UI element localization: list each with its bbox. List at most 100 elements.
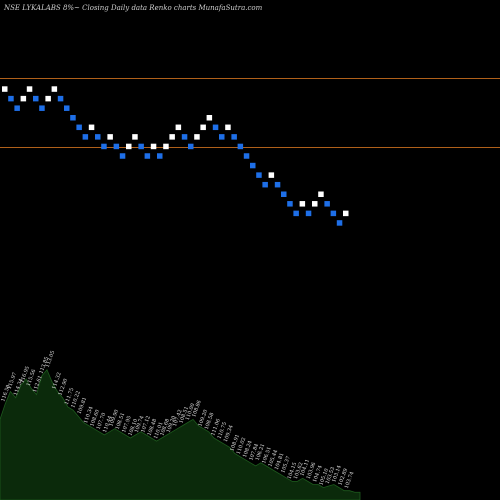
volume-value-label: 112.90 <box>58 378 70 396</box>
renko-brick-down <box>188 143 194 150</box>
renko-brick-up <box>312 201 318 207</box>
renko-brick-down <box>14 105 20 111</box>
renko-brick-up <box>132 134 138 140</box>
volume-value-label: 104.15 <box>287 462 299 480</box>
volume-value-label: 107.12 <box>140 415 152 433</box>
volume-value-label: 113.85 <box>38 356 50 374</box>
volume-value-label: 108.91 <box>229 434 241 452</box>
renko-brick-up <box>318 191 324 197</box>
renko-brick-down <box>336 220 343 226</box>
volume-value-label: 105.37 <box>280 455 292 473</box>
volume-value-label: 108.24 <box>242 440 254 458</box>
volume-value-label: 110.44 <box>102 415 114 433</box>
volume-value-label: 113.05 <box>45 350 57 368</box>
volume-value-label: 106.21 <box>255 443 267 461</box>
volume-value-label: 109.34 <box>223 424 235 442</box>
renko-brick-up <box>88 124 95 131</box>
renko-brick-down <box>33 95 39 102</box>
volume-value-label: 107.95 <box>121 415 133 433</box>
renko-brick-down <box>330 210 337 217</box>
volume-value-label: 106.51 <box>261 446 273 464</box>
renko-brick-down <box>82 134 89 140</box>
volume-value-label: 108.86 <box>191 400 203 418</box>
volume-value-label: 103.96 <box>306 462 318 480</box>
volume-value-label: 105.44 <box>268 449 280 467</box>
volume-value-label: 115.56 <box>26 369 38 387</box>
renko-brick-down <box>250 162 256 169</box>
volume-value-label: 103.14 <box>331 465 343 483</box>
renko-brick-down <box>281 191 287 197</box>
volume-area <box>0 369 361 500</box>
renko-brick-up <box>51 86 58 92</box>
volume-area-path <box>0 369 361 500</box>
volume-value-label: 107.84 <box>248 443 260 461</box>
renko-brick-up <box>107 134 113 140</box>
renko-brick-down <box>274 181 281 188</box>
volume-value-label: 108.68 <box>159 418 171 436</box>
volume-value-label: 104.11 <box>299 458 311 476</box>
volume-value-label: 105.10 <box>318 468 330 486</box>
volume-value-label: 110.22 <box>70 390 82 408</box>
chart-title: NSE LYKALABS 8%~ Closing Daily data Renk… <box>3 4 263 12</box>
volume-value-label: 110.02 <box>236 437 248 455</box>
volume-value-label: 111.75 <box>64 387 76 405</box>
volume-value-label: 104.74 <box>312 465 324 483</box>
volume-value-label: 116.95 <box>19 365 31 383</box>
renko-brick-up <box>194 134 200 140</box>
volume-value-label: 110.34 <box>83 406 95 424</box>
renko-brick-down <box>256 172 262 178</box>
renko-brick-down <box>305 210 312 217</box>
renko-brick-up <box>126 143 132 150</box>
renko-brick-down <box>144 153 151 159</box>
renko-brick-down <box>95 134 101 140</box>
volume-value-label: 112.61 <box>32 375 44 393</box>
volume-value-label: 110.01 <box>153 421 165 439</box>
renko-brick-up <box>206 115 213 121</box>
renko-brick-down <box>76 124 82 131</box>
renko-brick-down <box>287 201 293 207</box>
renko-brick-up <box>225 124 231 131</box>
renko-brick-down <box>324 201 330 207</box>
renko-brick-up <box>20 95 27 102</box>
renko-brick-down <box>119 153 126 159</box>
volume-value-label: 108.51 <box>115 412 127 430</box>
renko-brick-down <box>101 143 107 150</box>
renko-brick-down <box>219 134 225 140</box>
renko-brick-down <box>157 153 163 159</box>
renko-brick-down <box>113 143 120 150</box>
renko-brick-down <box>212 124 219 131</box>
renko-brick-down <box>39 105 45 111</box>
volume-value-label: 109.81 <box>77 396 89 414</box>
renko-brick-up <box>175 124 182 131</box>
volume-value-label: 114.34 <box>13 378 25 396</box>
renko-brick-up <box>26 86 33 92</box>
renko-bricks <box>2 86 349 226</box>
renko-brick-up <box>299 201 306 207</box>
volume-value-label: 110.75 <box>217 421 229 439</box>
volume-value-label: 108.10 <box>128 418 140 436</box>
volume-value-label: 108.58 <box>204 412 216 430</box>
renko-brick-up <box>343 210 349 217</box>
renko-brick-down <box>243 153 250 159</box>
volume-value-label: 111.06 <box>210 418 222 436</box>
volume-value-label: 108.48 <box>147 418 159 436</box>
volume-value-label: 116.50 <box>0 384 12 402</box>
renko-brick-down <box>138 143 144 150</box>
volume-value-label: 115.97 <box>7 372 19 390</box>
renko-brick-down <box>57 95 64 102</box>
volume-value-label: 108.51 <box>178 406 190 424</box>
volume-value-label: 108.60 <box>89 409 101 427</box>
volume-value-label: 107.70 <box>96 412 108 430</box>
renko-brick-down <box>231 134 237 140</box>
renko-brick-down <box>262 181 268 188</box>
renko-brick-down <box>181 134 188 140</box>
volume-value-label: 114.32 <box>51 372 63 390</box>
volume-value-label: 103.62 <box>293 462 305 480</box>
volume-labels: 116.50115.97114.34116.95115.56112.61113.… <box>0 350 355 489</box>
volume-value-label: 102.89 <box>338 468 350 486</box>
renko-brick-up <box>150 143 157 150</box>
renko-brick-down <box>8 95 14 102</box>
renko-brick-down <box>293 210 299 217</box>
